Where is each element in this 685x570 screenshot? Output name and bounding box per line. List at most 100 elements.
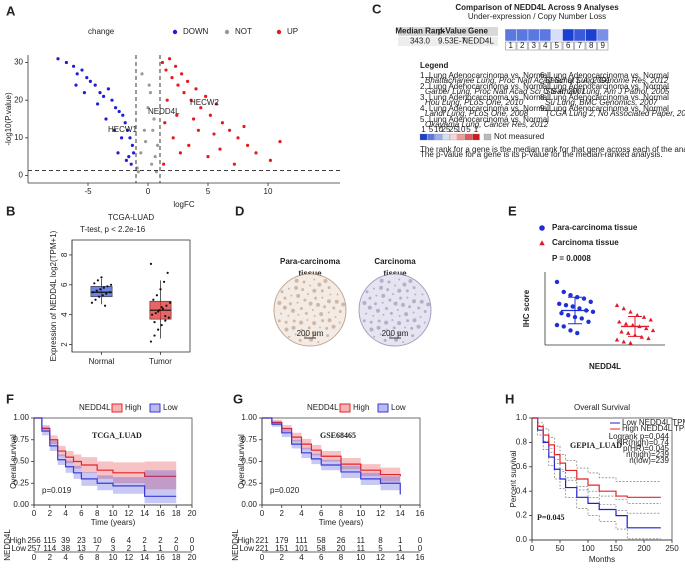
point	[56, 57, 60, 61]
point	[64, 60, 68, 65]
y-tick-label: 30	[14, 58, 23, 67]
point	[186, 79, 190, 83]
risk-title: NEDD4L	[231, 529, 240, 561]
panel-label: E	[508, 203, 517, 218]
row-cell: 9.53E-7	[438, 37, 467, 46]
point	[144, 139, 148, 144]
y-tick-label: 20	[14, 95, 23, 104]
point	[149, 262, 153, 265]
legend-label: Low NEDD4L TPM	[622, 418, 685, 427]
sd-bar	[568, 296, 582, 325]
legend-item: 3. Lung Adenocarcinoma vs. Normal	[420, 93, 549, 102]
tissue-texture	[379, 278, 384, 283]
point	[156, 143, 160, 147]
point	[153, 334, 156, 337]
y-tick-label: 0.75	[13, 435, 29, 444]
at-risk-count: 58	[317, 544, 326, 553]
point	[165, 304, 168, 307]
x-tick-label: 14	[140, 509, 149, 518]
point	[232, 162, 236, 166]
tissue-texture	[341, 302, 346, 307]
x-axis-label: logFC	[173, 200, 195, 209]
ci-band	[262, 418, 401, 504]
point	[74, 83, 78, 87]
point	[95, 289, 98, 292]
survival-curve	[262, 417, 401, 495]
not-measured-label: Not measured	[494, 132, 544, 141]
tissue-texture	[421, 293, 424, 296]
tissue-texture	[321, 319, 325, 323]
scale-label: 10	[434, 125, 443, 134]
panel-label: F	[6, 391, 14, 406]
at-risk-count: 5	[378, 544, 383, 553]
tissue-texture	[309, 284, 312, 287]
tissue-texture	[365, 290, 369, 294]
risk-row-label: High	[10, 536, 26, 545]
at-risk-count: 115	[43, 536, 56, 545]
y-tick-label: 1.00	[13, 413, 29, 422]
tissue-texture	[367, 305, 372, 310]
tissue-texture	[309, 337, 314, 342]
at-risk-count: 221	[255, 544, 269, 553]
point	[93, 83, 97, 87]
tissue-texture	[292, 319, 296, 323]
tissue-texture	[423, 321, 426, 324]
tissue-texture	[383, 338, 387, 342]
tissue-texture	[294, 278, 299, 283]
stat-text: n(low)=239	[629, 456, 669, 465]
ci-line	[532, 417, 661, 482]
y-axis-label: Overall survival	[9, 434, 18, 489]
tissue-core	[273, 273, 347, 347]
risk-tick-label: 14	[396, 553, 405, 562]
y-tick-label: 8	[60, 252, 69, 257]
point	[192, 117, 196, 121]
x-tick-label: 0	[146, 187, 151, 196]
panel-label: D	[235, 203, 244, 218]
point	[614, 302, 620, 307]
tissue-texture	[398, 315, 401, 318]
risk-tick-label: 18	[172, 553, 181, 562]
point	[114, 106, 118, 110]
panel-label: C	[372, 1, 382, 16]
p-value: p=0.019	[42, 486, 72, 495]
legend-item: 9. Lung Adenocarcinoma vs. Normal	[540, 104, 669, 113]
y-tick-label: 0.25	[13, 478, 29, 487]
y-tick-label: 4	[60, 312, 69, 317]
tissue-texture	[306, 319, 309, 322]
point	[174, 64, 178, 68]
risk-tick-label: 16	[416, 553, 425, 562]
inset-title: TCGA_LUAD	[92, 431, 142, 440]
point	[570, 304, 575, 309]
at-risk-count: 256	[27, 536, 41, 545]
tissue-texture	[331, 324, 336, 329]
tissue-texture	[307, 326, 311, 330]
point	[171, 136, 175, 140]
heat-cell	[550, 28, 563, 42]
legend-source: Stearman Lung, Am J Pathol, 2005	[545, 87, 670, 96]
risk-tick-label: 16	[156, 553, 165, 562]
risk-tick-label: 4	[63, 553, 68, 562]
point	[103, 304, 107, 307]
tissue-texture	[326, 334, 330, 338]
tissue-texture	[312, 321, 317, 326]
point	[110, 98, 114, 102]
tissue-texture	[321, 296, 324, 299]
tissue-texture	[408, 305, 412, 309]
tissue-texture	[368, 296, 372, 300]
scale-swatch	[442, 133, 450, 141]
header-cell: Gene	[468, 27, 489, 36]
point	[132, 151, 136, 155]
point	[149, 340, 153, 343]
x-tick-label: 14	[396, 509, 405, 518]
legend-swatch	[377, 403, 389, 413]
point	[88, 79, 92, 83]
survival-curve	[34, 417, 177, 477]
point	[157, 328, 160, 331]
x-axis-label: Time (years)	[91, 518, 136, 527]
point	[278, 139, 282, 144]
tissue-texture	[300, 328, 303, 331]
tissue-texture	[382, 313, 385, 316]
tissue-texture	[311, 309, 314, 311]
legend-item: 1. Lung Adenocarcinoma vs. Normal	[420, 71, 549, 80]
tissue-texture	[297, 313, 300, 316]
